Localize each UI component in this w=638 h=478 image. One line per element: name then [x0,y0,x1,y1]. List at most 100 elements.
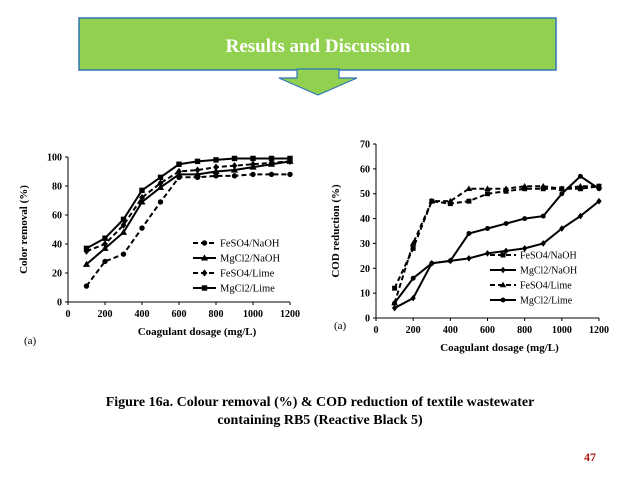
chart0-series-0-point [268,171,275,178]
chart0-series-0-point [250,171,256,178]
chart0-x-axis-label: Coagulant dosage (mg/L) [138,326,257,338]
chart0-series-0-line [85,173,290,287]
chart1-series-3-point [466,231,472,236]
chart0-legend-label-3: MgCl2/Lime [220,284,275,295]
chart1-series-3-point [596,186,602,192]
chart0-series-0-point [157,199,164,205]
chart0-series-2-point [268,159,275,167]
chart0-ytick-label: 0 [57,298,62,309]
chart1-x-axis-label: Coagulant dosage (mg/L) [440,342,559,354]
chart0-series-3-line [86,157,290,250]
chart1-series-3-point [503,221,509,227]
chart1-ytick-label: 40 [360,214,370,225]
chart0-series-0-point [102,258,108,265]
chart1-series-3-point [577,173,583,179]
chart0-legend-label-2: FeSO4/Lime [220,269,275,280]
chart0-legend-marker-3 [201,285,208,291]
chart1-series-1-line [394,200,600,309]
chart1-series-3-line [393,175,600,304]
chart1-series-0-point [392,285,398,291]
chart0-series-1-point [193,170,202,177]
chart1-xtick-label: 600 [480,325,495,336]
chart0-xtick-label: 800 [209,309,224,320]
chart1-series-0-point [485,191,490,197]
chart0-series-3-point [194,158,201,165]
chart0-xtick-label: 600 [172,309,187,320]
chart0-xtick-label: 1200 [280,309,300,320]
down-arrow-icon [278,68,358,96]
chart1-ytick-label: 0 [365,314,370,325]
chart0-series-2-point [287,157,293,165]
chart0-xtick-label: 1000 [243,309,263,320]
chart0-legend-label-0: FeSO4/NaOH [220,239,280,250]
chart1-series-3-point [392,300,398,306]
chart0-ytick-label: 100 [47,153,62,164]
chart1-series-1-point [522,245,528,252]
chart0-series-3-point [139,187,145,194]
chart1-xtick-label: 1200 [589,325,609,336]
chart0-series-2-point [250,160,256,168]
cod-reduction-chart: 0 10 20 30 40 50 60 70 0 200 400 600 800 1000 1200 Coag… [330,140,609,355]
chart0-series-0-point [231,173,238,179]
chart1-ytick-label: 20 [360,264,370,275]
chart1-series-2-point [409,240,417,246]
figure-caption: Figure 16a. Colour removal (%) & COD red… [30,394,610,430]
chart0-series-2-point [176,167,182,176]
chart0-series-3-point [102,235,108,241]
chart1-legend-marker-3 [500,297,506,303]
chart1-series-2-point [521,182,528,189]
chart0-series-1-point [101,244,109,251]
chart0-series-3-point [287,155,293,162]
chart0-series-0-point [139,225,145,231]
page-number: 47 [584,450,596,464]
chart1-ytick-label: 10 [360,289,370,300]
chart1-series-2-line [393,185,599,304]
chart1-series-0-point [577,186,583,192]
chart0-ytick-label: 20 [52,269,62,280]
chart0-series-0-point [83,283,90,289]
chart1-series-0-point [466,198,472,204]
chart1-series-0-point [447,201,453,207]
chart1-series-0-point [410,245,416,251]
chart1-xtick-label: 1000 [552,325,572,336]
chart0-series-1-point [138,198,146,205]
chart0-series-2-point [139,194,145,202]
chart1-panel-label: (a) [334,320,347,332]
chart0-series-2-point [83,247,90,255]
chart1-series-2-point [502,185,510,192]
banner-box [78,17,557,71]
chart0-series-3-point [250,155,256,162]
chart1-ytick-label: 70 [360,140,370,151]
chart0-ytick-label: 80 [52,182,62,193]
chart0-series-2-point [194,166,201,174]
chart1-legend-label-1: MgCl2/NaOH [520,266,577,277]
chart1-y-axis-label: COD reduction (%) [330,184,342,278]
chart0-series-2-point [102,240,108,248]
chart0-series-3-point [213,157,219,163]
chart1-legend-marker-1 [500,266,506,274]
chart0-y-axis-label: Color removal (%) [18,185,30,274]
chart1-legend-label-2: FeSO4/Lime [520,281,572,292]
chart1-series-3-point [522,216,528,222]
chart1-series-1-point [466,255,472,262]
chart1-xtick-label: 200 [406,325,421,336]
caption-line-1: Figure 16a. Colour removal (%) & COD red… [105,395,535,410]
chart1-series-1-point [577,212,584,220]
chart0-series-2-point [157,179,164,187]
chart0-xtick-label: 0 [66,309,71,320]
chart1-series-0-point [522,186,528,192]
chart0-series-0-point [213,173,219,179]
chart1-series-1-point [410,294,416,302]
chart0-series-3-point [157,174,164,180]
chart0-series-1-line [85,160,291,266]
chart0-series-3-point [176,161,182,167]
chart0-series-1-point [82,260,91,267]
chart0-panel-label: (a) [24,335,37,347]
chart1-legend-marker-0 [500,252,506,258]
slide-title: Results and Discussion [226,36,411,57]
chart0-series-3-point [268,155,275,162]
chart0-legend-label-1: MgCl2/NaOH [220,254,281,265]
chart1-legend-label-3: MgCl2/Lime [520,296,573,307]
chart0-legend-marker-0 [201,240,208,246]
